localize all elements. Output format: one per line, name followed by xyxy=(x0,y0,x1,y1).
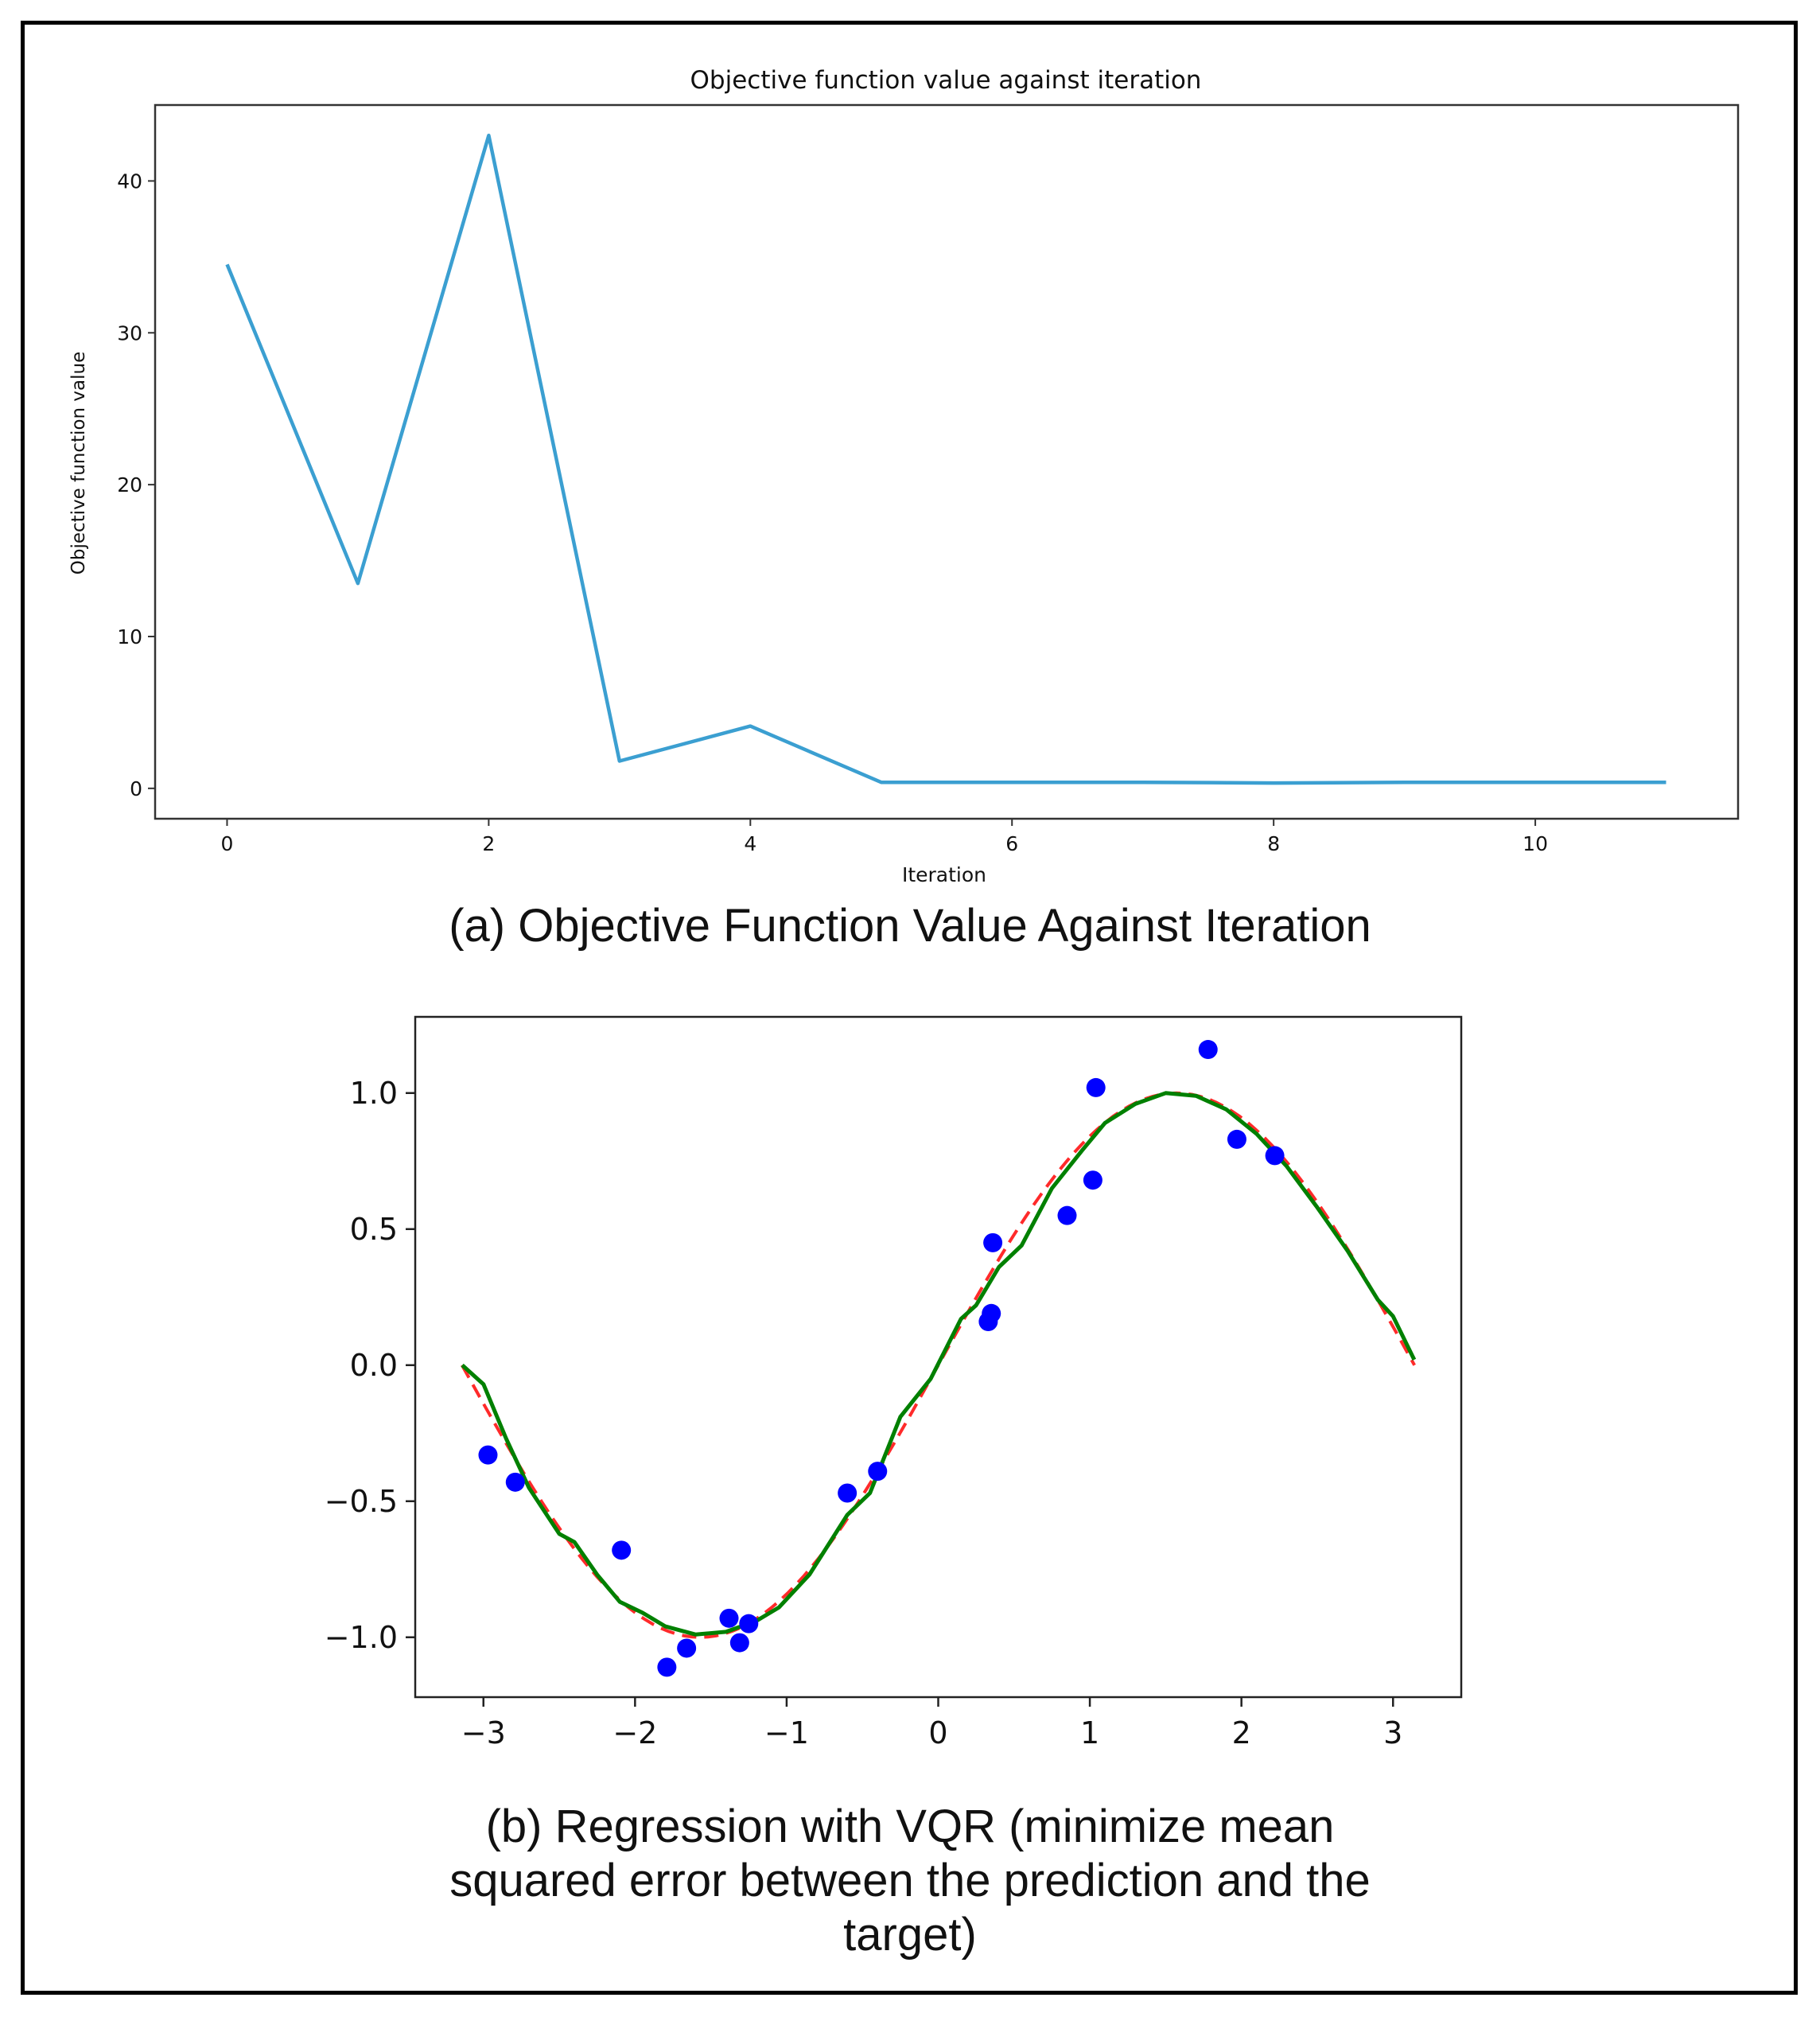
chart-b-axes-frame xyxy=(414,1015,1463,1699)
chart-a-ytick-label: 40 xyxy=(117,169,142,193)
chart-b-xtick-label: 0 xyxy=(928,1715,947,1750)
chart-a-axes-frame xyxy=(154,103,1740,820)
chart-a-xtick-label: 2 xyxy=(482,832,495,855)
chart-b-data-point xyxy=(612,1540,632,1560)
chart-a-xtick-label: 6 xyxy=(1005,832,1018,855)
chart-b-xtick-label: −3 xyxy=(461,1715,506,1750)
chart-a-series-line xyxy=(225,133,1666,785)
chart-b-xtick-label: 2 xyxy=(1232,1715,1251,1750)
caption-b-line-3: target) xyxy=(843,1909,977,1961)
chart-a-title: Objective function value against iterati… xyxy=(690,66,1202,95)
chart-a-ytick-label: 10 xyxy=(117,625,142,648)
chart-regression: −3 −2 −1 0 1 2 3 −1.0 −0.5 0.0 0.5 1.0 xyxy=(325,1015,1463,1750)
chart-b-data-point xyxy=(982,1303,1001,1323)
chart-b-data-point xyxy=(1227,1129,1246,1149)
caption-b: (b) Regression with VQR (minimize mean s… xyxy=(0,1800,1820,1962)
chart-b-data-point xyxy=(677,1638,697,1658)
chart-b-xtick-label: 3 xyxy=(1383,1715,1402,1750)
chart-b-ytick-label: 1.0 xyxy=(350,1076,398,1111)
chart-b-data-point xyxy=(1083,1170,1102,1190)
chart-b-data-point xyxy=(983,1232,1003,1252)
caption-a: (a) Objective Function Value Against Ite… xyxy=(449,900,1371,952)
chart-b-data-point xyxy=(657,1657,677,1677)
chart-b-ytick-label: −0.5 xyxy=(325,1484,398,1519)
chart-a-ylabel: Objective function value xyxy=(68,352,89,574)
caption-b-line-1: (b) Regression with VQR (minimize mean xyxy=(485,1801,1335,1852)
chart-a-xtick-label: 4 xyxy=(744,832,756,855)
chart-a-xtick-label: 8 xyxy=(1267,832,1280,855)
chart-b-xtick-label: −2 xyxy=(612,1715,657,1750)
chart-b-data-point xyxy=(478,1445,498,1465)
chart-a-xlabel: Iteration xyxy=(902,863,986,886)
chart-a-xtick-label: 0 xyxy=(221,832,234,855)
chart-b-ytick-label: 0.0 xyxy=(350,1348,398,1383)
chart-objective: Objective function value against iterati… xyxy=(68,66,1740,886)
chart-a-xtick-label: 10 xyxy=(1522,832,1548,855)
chart-b-data-point xyxy=(1265,1146,1285,1166)
chart-b-data-point xyxy=(838,1483,858,1503)
chart-b-data-point xyxy=(739,1614,759,1633)
chart-a-ytick-label: 30 xyxy=(117,321,142,345)
chart-b-data-point xyxy=(505,1472,525,1492)
chart-b-xtick-label: −1 xyxy=(764,1715,809,1750)
chart-b-ytick-label: 0.5 xyxy=(350,1212,398,1247)
chart-a-ytick-label: 20 xyxy=(117,473,142,496)
chart-b-xtick-label: 1 xyxy=(1080,1715,1099,1750)
chart-b-data-point xyxy=(868,1462,888,1482)
chart-b-prediction-curve xyxy=(461,1091,1417,1637)
chart-b-data-point xyxy=(719,1608,739,1628)
chart-b-data-point xyxy=(729,1633,749,1653)
figure-frame xyxy=(21,21,1798,1995)
chart-a-ytick-label: 0 xyxy=(130,777,142,800)
caption-b-line-2: squared error between the prediction and… xyxy=(449,1855,1371,1906)
chart-b-ytick-label: −1.0 xyxy=(325,1620,398,1655)
chart-b-data-point xyxy=(1057,1205,1077,1225)
chart-b-data-point xyxy=(1198,1040,1218,1060)
chart-b-data-point xyxy=(1086,1077,1106,1097)
